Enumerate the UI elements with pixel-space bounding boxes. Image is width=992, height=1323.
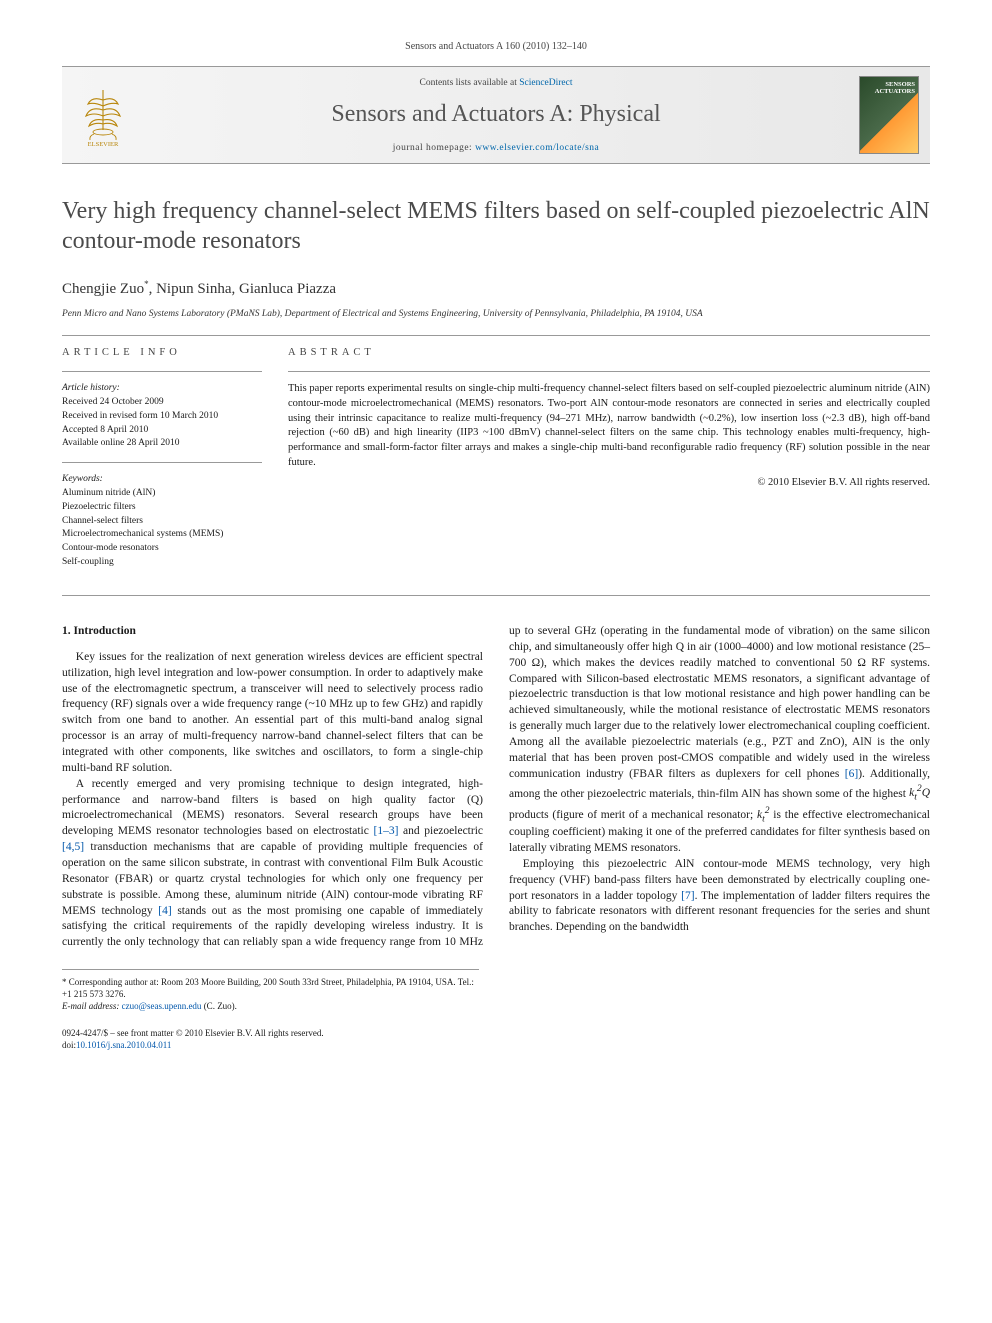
journal-homepage-link[interactable]: www.elsevier.com/locate/sna xyxy=(475,143,599,153)
running-header: Sensors and Actuators A 160 (2010) 132–1… xyxy=(62,40,930,54)
article-info-heading: ARTICLE INFO xyxy=(62,346,262,361)
author-list: Chengjie Zuo*, Nipun Sinha, Gianluca Pia… xyxy=(62,278,930,300)
text-run: and piezoelectric xyxy=(398,825,483,837)
divider xyxy=(288,371,930,372)
ref-link-7[interactable]: [7] xyxy=(681,890,694,902)
keyword: Piezoelectric filters xyxy=(62,501,262,514)
body-text: 1. Introduction Key issues for the reali… xyxy=(62,624,930,951)
article-history: Article history: Received 24 October 200… xyxy=(62,382,262,450)
contents-prefix: Contents lists available at xyxy=(419,78,519,88)
ref-link-4[interactable]: [4] xyxy=(158,905,171,917)
keyword: Microelectromechanical systems (MEMS) xyxy=(62,528,262,541)
journal-banner: ELSEVIER Contents lists available at Sci… xyxy=(62,66,930,164)
abstract-heading: ABSTRACT xyxy=(288,346,930,361)
history-label: Article history: xyxy=(62,383,120,393)
accepted-date: Accepted 8 April 2010 xyxy=(62,424,262,437)
divider xyxy=(62,595,930,596)
math-kt2: kt2 xyxy=(757,809,770,821)
keyword: Aluminum nitride (AlN) xyxy=(62,487,262,500)
keywords-label: Keywords: xyxy=(62,474,103,484)
keyword: Contour-mode resonators xyxy=(62,542,262,555)
math-kt2q: kt2Q xyxy=(909,787,930,799)
author-email-link[interactable]: czuo@seas.upenn.edu xyxy=(122,1001,202,1011)
ref-link-1-3[interactable]: [1–3] xyxy=(373,825,398,837)
doi-line: doi:10.1016/j.sna.2010.04.011 xyxy=(62,1039,930,1051)
section-1-heading: 1. Introduction xyxy=(62,624,483,640)
keywords-block: Keywords: Aluminum nitride (AlN) Piezoel… xyxy=(62,473,262,569)
journal-homepage-line: journal homepage: www.elsevier.com/locat… xyxy=(144,142,848,155)
footnotes: * Corresponding author at: Room 203 Moor… xyxy=(62,969,479,1012)
revised-date: Received in revised form 10 March 2010 xyxy=(62,410,262,423)
abstract-column: ABSTRACT This paper reports experimental… xyxy=(288,346,930,580)
svg-text:ELSEVIER: ELSEVIER xyxy=(88,141,119,148)
author-1: Chengjie Zuo xyxy=(62,281,144,297)
affiliation: Penn Micro and Nano Systems Laboratory (… xyxy=(62,308,930,321)
cover-thumb-cell xyxy=(848,67,930,163)
keyword: Self-coupling xyxy=(62,556,262,569)
author-rest: , Nipun Sinha, Gianluca Piazza xyxy=(149,281,336,297)
front-matter-line: 0924-4247/$ – see front matter © 2010 El… xyxy=(62,1027,930,1039)
online-date: Available online 28 April 2010 xyxy=(62,437,262,450)
journal-name: Sensors and Actuators A: Physical xyxy=(144,98,848,132)
info-abstract-row: ARTICLE INFO Article history: Received 2… xyxy=(62,346,930,580)
elsevier-tree-logo: ELSEVIER xyxy=(74,82,132,148)
received-date: Received 24 October 2009 xyxy=(62,396,262,409)
sciencedirect-link[interactable]: ScienceDirect xyxy=(519,78,572,88)
text-run: products (figure of merit of a mechanica… xyxy=(509,809,757,821)
contents-available-line: Contents lists available at ScienceDirec… xyxy=(144,77,848,90)
journal-cover-thumbnail xyxy=(859,76,919,154)
ref-link-4-5[interactable]: [4,5] xyxy=(62,841,84,853)
intro-para-3: Employing this piezoelectric AlN contour… xyxy=(509,857,930,936)
abstract-copyright: © 2010 Elsevier B.V. All rights reserved… xyxy=(288,476,930,491)
article-title: Very high frequency channel-select MEMS … xyxy=(62,196,930,256)
abstract-text: This paper reports experimental results … xyxy=(288,382,930,470)
article-info-column: ARTICLE INFO Article history: Received 2… xyxy=(62,346,262,580)
page-footer: 0924-4247/$ – see front matter © 2010 El… xyxy=(62,1027,930,1051)
intro-para-1: Key issues for the realization of next g… xyxy=(62,650,483,777)
ref-link-6[interactable]: [6] xyxy=(845,768,858,780)
doi-link[interactable]: 10.1016/j.sna.2010.04.011 xyxy=(76,1040,171,1050)
banner-center: Contents lists available at ScienceDirec… xyxy=(144,67,848,163)
keyword: Channel-select filters xyxy=(62,515,262,528)
publisher-logo-cell: ELSEVIER xyxy=(62,67,144,163)
email-label: E-mail address: xyxy=(62,1001,122,1011)
email-line: E-mail address: czuo@seas.upenn.edu (C. … xyxy=(62,1000,479,1012)
divider xyxy=(62,371,262,372)
corresponding-author-note: * Corresponding author at: Room 203 Moor… xyxy=(62,976,479,1000)
doi-prefix: doi: xyxy=(62,1040,76,1050)
divider xyxy=(62,462,262,463)
homepage-prefix: journal homepage: xyxy=(393,143,475,153)
email-suffix: (C. Zuo). xyxy=(201,1001,237,1011)
divider xyxy=(62,335,930,336)
